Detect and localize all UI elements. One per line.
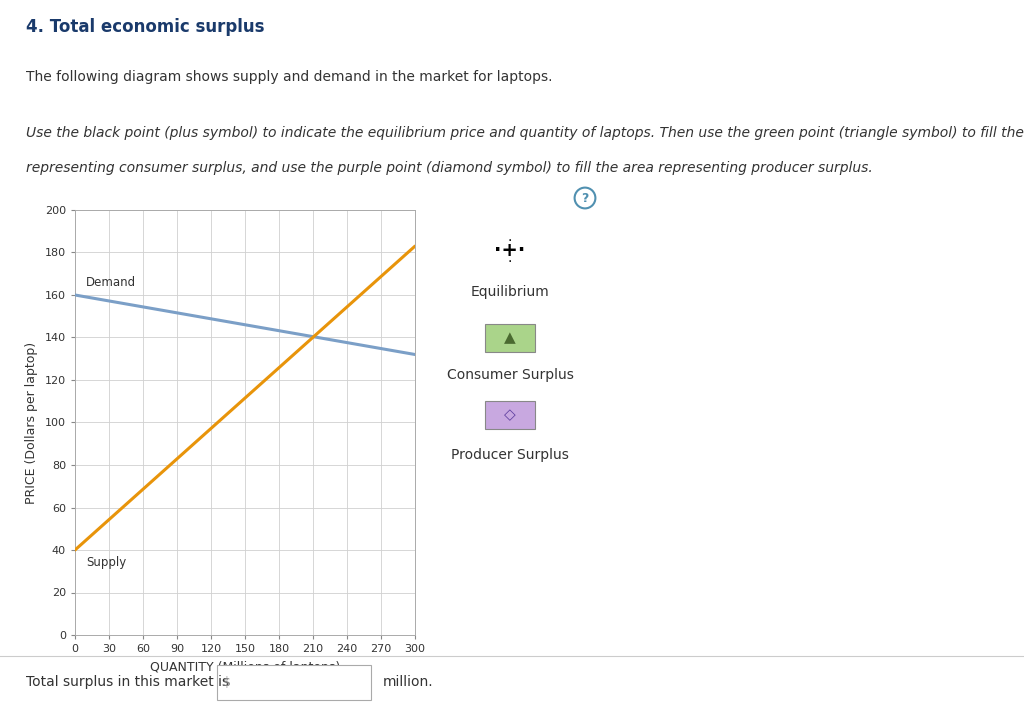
Text: Producer Surplus: Producer Surplus xyxy=(451,448,569,462)
Text: Equilibrium: Equilibrium xyxy=(471,285,549,299)
Text: Use the black point (plus symbol) to indicate the equilibrium price and quantity: Use the black point (plus symbol) to ind… xyxy=(26,126,1024,140)
Text: Total surplus in this market is: Total surplus in this market is xyxy=(26,675,233,690)
Text: 4. Total economic surplus: 4. Total economic surplus xyxy=(26,17,264,36)
Text: The following diagram shows supply and demand in the market for laptops.: The following diagram shows supply and d… xyxy=(26,70,552,84)
Text: representing consumer surplus, and use the purple point (diamond symbol) to fill: representing consumer surplus, and use t… xyxy=(26,161,872,175)
Text: $: $ xyxy=(223,676,231,689)
Text: ◇: ◇ xyxy=(504,407,516,422)
Text: ·: · xyxy=(508,234,512,248)
Text: ·: · xyxy=(508,255,512,268)
Text: Consumer Surplus: Consumer Surplus xyxy=(446,368,573,382)
Text: Supply: Supply xyxy=(86,556,127,569)
Text: ?: ? xyxy=(582,192,589,205)
X-axis label: QUANTITY (Millions of laptops): QUANTITY (Millions of laptops) xyxy=(150,661,340,674)
Text: ·+·: ·+· xyxy=(495,241,525,261)
Y-axis label: PRICE (Dollars per laptop): PRICE (Dollars per laptop) xyxy=(25,342,38,503)
Text: million.: million. xyxy=(383,675,433,690)
Text: Demand: Demand xyxy=(86,276,136,289)
FancyBboxPatch shape xyxy=(217,665,371,700)
Text: ▲: ▲ xyxy=(504,331,516,346)
